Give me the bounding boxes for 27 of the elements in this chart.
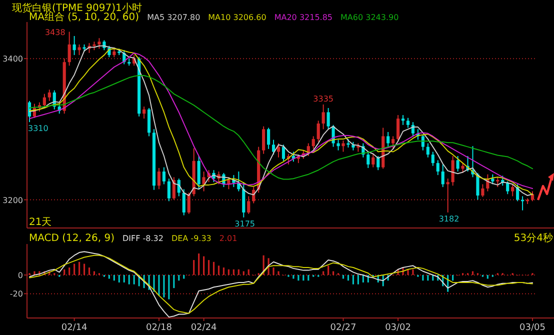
x-tick-label: 02/24	[190, 323, 218, 333]
text: DIFF -8.32	[122, 234, 164, 243]
annotation: 3182	[438, 214, 460, 224]
y-tick-label: 3200	[2, 196, 23, 205]
text: 53分4秒	[514, 232, 553, 244]
text: MA10 3206.60	[208, 13, 266, 22]
x-tick-label: 02/14	[61, 323, 88, 333]
annotation: 3175	[234, 219, 256, 228]
x-tick-label: 03/05	[520, 323, 546, 333]
text: MA60 3243.90	[340, 13, 399, 22]
annotation: 3335	[313, 94, 334, 104]
y-tick-label: 3400	[2, 54, 23, 64]
text: MA20 3215.85	[274, 13, 333, 22]
x-tick-label: 02/18	[146, 323, 172, 333]
annotation: 3310	[28, 124, 48, 134]
y-tick-label: -20	[10, 290, 23, 299]
legend-title: MACD (12, 26, 9)	[29, 233, 115, 244]
text: MA5 3207.80	[147, 13, 200, 22]
annotation: 21天	[29, 217, 52, 228]
x-tick-label: 02/27	[330, 323, 356, 333]
legend-title: MA组合 (5, 10, 20, 60)	[29, 11, 140, 23]
y-tick-label: 0	[18, 270, 23, 280]
x-tick-label: 03/02	[385, 323, 412, 333]
chart-title: 现货白银(TPME 9097)1小时	[12, 2, 142, 14]
annotation: 3438	[44, 28, 66, 37]
text: DEA -9.33	[171, 234, 212, 243]
text: 2.01	[219, 234, 238, 243]
